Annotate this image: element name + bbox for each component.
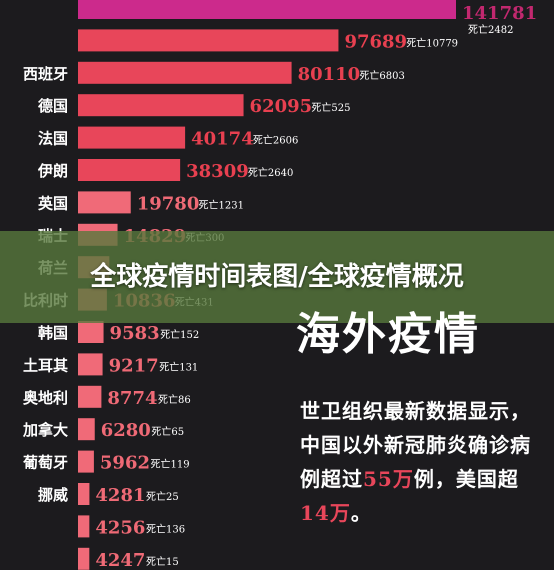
- bar: [78, 483, 90, 505]
- category-label: 法国: [38, 130, 68, 148]
- data-label: 6280: [101, 420, 151, 441]
- deaths-label: 死亡136: [146, 522, 185, 535]
- data-label: 5962: [100, 453, 150, 474]
- bar: [78, 0, 456, 19]
- headline: 海外疫情: [296, 309, 480, 360]
- category-label: 奥地利: [23, 389, 68, 407]
- data-label: 38309: [186, 161, 249, 182]
- category-label: 伊朗: [37, 162, 68, 180]
- bar: [78, 450, 94, 473]
- data-label: 141781: [462, 3, 537, 24]
- bar: [78, 385, 102, 408]
- deaths-label: 死亡131: [159, 360, 198, 373]
- data-label: 97689: [344, 31, 407, 52]
- bar: [78, 94, 244, 117]
- category-label: 德国: [38, 97, 68, 115]
- bar: [78, 29, 339, 52]
- summary-highlight-1: 55万: [363, 467, 414, 491]
- deaths-label: 死亡2606: [253, 134, 298, 147]
- deaths-label: 死亡2640: [248, 166, 293, 179]
- category-label: 土耳其: [23, 356, 68, 374]
- deaths-label: 死亡152: [160, 328, 199, 341]
- deaths-label: 死亡86: [158, 393, 191, 406]
- summary-text-3: 。: [350, 501, 372, 525]
- bar: [78, 515, 90, 538]
- bar: [78, 418, 95, 441]
- bar: [78, 321, 104, 343]
- deaths-label: 死亡10779: [406, 36, 458, 49]
- deaths-label: 死亡2482: [468, 23, 513, 36]
- data-label: 4247: [95, 550, 145, 570]
- category-label: 西班牙: [23, 65, 68, 83]
- category-label: 葡萄牙: [22, 454, 68, 472]
- overlay-title: 全球疫情时间表图/全球疫情概况: [90, 262, 464, 292]
- data-label: 9583: [110, 323, 160, 344]
- category-label: 英国: [38, 194, 68, 212]
- deaths-label: 死亡25: [146, 490, 179, 503]
- data-label: 4281: [95, 485, 145, 506]
- data-label: 40174: [191, 129, 254, 150]
- data-label: 62095: [250, 96, 313, 117]
- category-label: 加拿大: [22, 421, 68, 439]
- deaths-label: 死亡6803: [359, 69, 404, 82]
- summary-highlight-2: 14万: [300, 501, 351, 525]
- bar: [78, 191, 131, 214]
- deaths-label: 死亡65: [151, 425, 184, 438]
- news-summary: 世卫组织最新数据显示，中国以外新冠肺炎确诊病例超过55万例，美国超 14万。: [300, 394, 540, 530]
- bar: [78, 126, 186, 149]
- deaths-label: 死亡525: [311, 101, 350, 114]
- data-label: 4256: [95, 517, 145, 538]
- category-label: 挪威: [38, 486, 68, 504]
- bar: [78, 61, 292, 84]
- data-label: 80110: [298, 64, 361, 85]
- deaths-label: 死亡1231: [199, 198, 244, 211]
- deaths-label: 死亡119: [151, 458, 190, 471]
- bar: [78, 159, 181, 181]
- data-label: 19780: [137, 193, 200, 214]
- deaths-label: 死亡15: [146, 555, 179, 568]
- data-label: 8774: [107, 388, 157, 409]
- summary-text-1: 世卫组织最新数据显示，中国以外新冠肺炎确诊病例超过: [300, 399, 531, 491]
- summary-text-2: 例，美国超: [413, 467, 519, 491]
- bar: [78, 353, 103, 376]
- overlay-banner: 全球疫情时间表图/全球疫情概况: [0, 231, 554, 323]
- bar: [78, 547, 90, 570]
- data-label: 9217: [109, 355, 159, 376]
- category-label: 韩国: [38, 324, 68, 342]
